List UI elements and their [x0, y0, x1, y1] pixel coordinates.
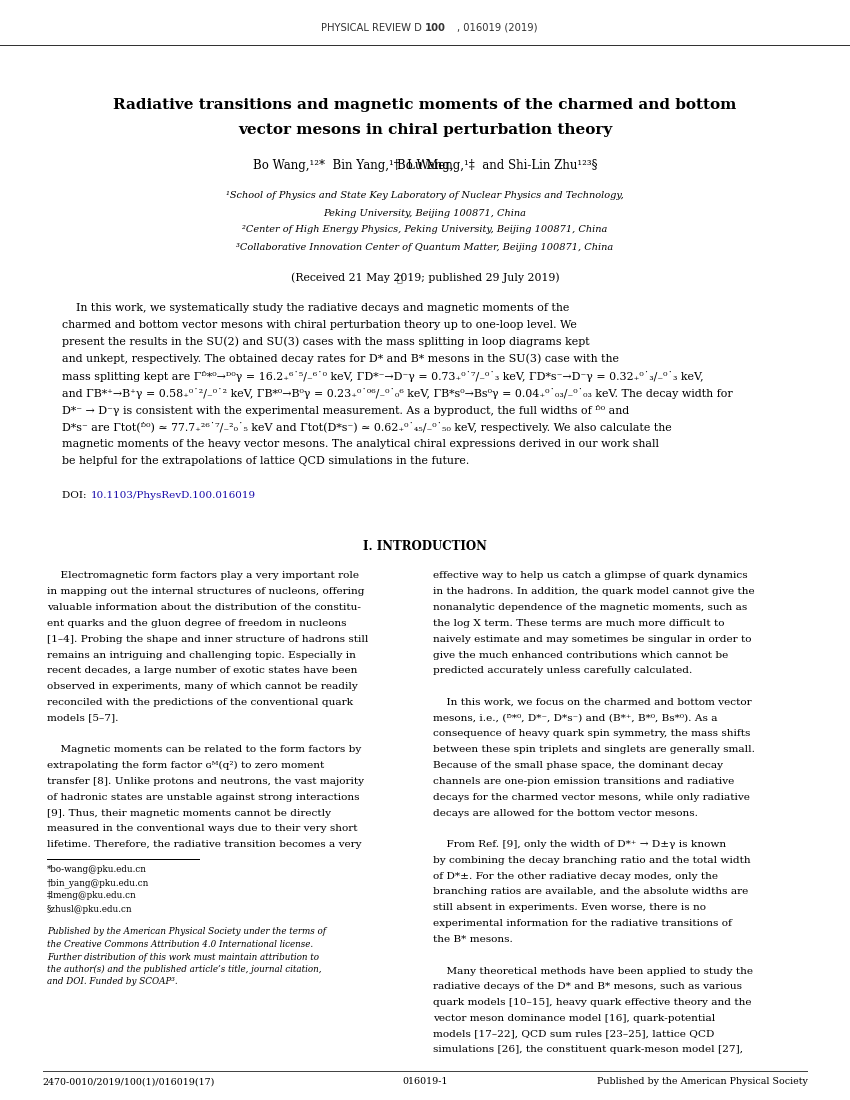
- Text: models [5–7].: models [5–7].: [47, 714, 118, 723]
- Text: vector mesons in chiral perturbation theory: vector mesons in chiral perturbation the…: [238, 123, 612, 138]
- Text: Because of the small phase space, the dominant decay: Because of the small phase space, the do…: [433, 761, 723, 770]
- Text: give the much enhanced contributions which cannot be: give the much enhanced contributions whi…: [433, 650, 728, 660]
- Text: radiative decays of the D* and B* mesons, such as various: radiative decays of the D* and B* mesons…: [433, 982, 742, 991]
- Text: valuable information about the distribution of the constitu-: valuable information about the distribut…: [47, 603, 361, 612]
- Text: transfer [8]. Unlike protons and neutrons, the vast majority: transfer [8]. Unlike protons and neutron…: [47, 777, 364, 785]
- Text: Many theoretical methods have been applied to study the: Many theoretical methods have been appli…: [433, 967, 753, 976]
- Text: Radiative transitions and magnetic moments of the charmed and bottom: Radiative transitions and magnetic momen…: [113, 98, 737, 112]
- Text: vector meson dominance model [16], quark-potential: vector meson dominance model [16], quark…: [433, 1014, 715, 1023]
- Text: the Creative Commons Attribution 4.0 International license.: the Creative Commons Attribution 4.0 Int…: [47, 940, 313, 949]
- Text: between these spin triplets and singlets are generally small.: between these spin triplets and singlets…: [433, 746, 755, 755]
- Text: recent decades, a large number of exotic states have been: recent decades, a large number of exotic…: [47, 667, 357, 675]
- Text: charmed and bottom vector mesons with chiral perturbation theory up to one-loop : charmed and bottom vector mesons with ch…: [62, 320, 577, 330]
- Text: naively estimate and may sometimes be singular in order to: naively estimate and may sometimes be si…: [433, 635, 751, 643]
- Text: reconciled with the predictions of the conventional quark: reconciled with the predictions of the c…: [47, 697, 353, 707]
- Text: in mapping out the internal structures of nucleons, offering: in mapping out the internal structures o…: [47, 587, 365, 596]
- Text: models [17–22], QCD sum rules [23–25], lattice QCD: models [17–22], QCD sum rules [23–25], l…: [433, 1030, 714, 1038]
- Text: *bo-wang@pku.edu.cn: *bo-wang@pku.edu.cn: [47, 866, 147, 874]
- Text: ³Collaborative Innovation Center of Quantum Matter, Beijing 100871, China: ³Collaborative Innovation Center of Quan…: [236, 242, 614, 252]
- Text: 016019-1: 016019-1: [402, 1078, 448, 1087]
- Text: and DOI. Funded by SCOAP³.: and DOI. Funded by SCOAP³.: [47, 978, 178, 987]
- Text: the B* mesons.: the B* mesons.: [433, 935, 513, 944]
- Text: D*⁻ → D⁻γ is consistent with the experimental measurement. As a byproduct, the f: D*⁻ → D⁻γ is consistent with the experim…: [62, 405, 629, 416]
- Text: present the results in the SU(2) and SU(3) cases with the mass splitting in loop: present the results in the SU(2) and SU(…: [62, 337, 590, 348]
- Text: (Received 21 May 2019; published 29 July 2019): (Received 21 May 2019; published 29 July…: [291, 273, 559, 284]
- Text: [1–4]. Probing the shape and inner structure of hadrons still: [1–4]. Probing the shape and inner struc…: [47, 635, 368, 643]
- Text: effective way to help us catch a glimpse of quark dynamics: effective way to help us catch a glimpse…: [433, 572, 748, 581]
- Text: of D*±. For the other radiative decay modes, only the: of D*±. For the other radiative decay mo…: [433, 871, 718, 881]
- Text: experimental information for the radiative transitions of: experimental information for the radiati…: [433, 920, 732, 928]
- Text: ‡lmeng@pku.edu.cn: ‡lmeng@pku.edu.cn: [47, 891, 137, 901]
- Text: nonanalytic dependence of the magnetic moments, such as: nonanalytic dependence of the magnetic m…: [433, 603, 747, 612]
- Text: in the hadrons. In addition, the quark model cannot give the: in the hadrons. In addition, the quark m…: [433, 587, 755, 596]
- Text: Published by the American Physical Society: Published by the American Physical Socie…: [597, 1078, 808, 1087]
- Text: I. INTRODUCTION: I. INTRODUCTION: [363, 539, 487, 552]
- Text: ²Center of High Energy Physics, Peking University, Beijing 100871, China: ²Center of High Energy Physics, Peking U…: [242, 226, 608, 234]
- Text: predicted accurately unless carefully calculated.: predicted accurately unless carefully ca…: [433, 667, 693, 675]
- Text: Bo Wang,¹²*  Bin Yang,¹†  Lu Meng,¹‡  and Shi-Lin Zhu¹²³§: Bo Wang,¹²* Bin Yang,¹† Lu Meng,¹‡ and S…: [252, 158, 598, 172]
- Text: †bin_yang@pku.edu.cn: †bin_yang@pku.edu.cn: [47, 878, 150, 888]
- Text: simulations [26], the constituent quark-meson model [27],: simulations [26], the constituent quark-…: [433, 1045, 743, 1055]
- Text: the log X term. These terms are much more difficult to: the log X term. These terms are much mor…: [433, 619, 724, 628]
- Text: , 016019 (2019): , 016019 (2019): [457, 23, 538, 33]
- Text: the author(s) and the published article’s title, journal citation,: the author(s) and the published article’…: [47, 965, 321, 975]
- Text: mesons, i.e., (ᴰ̇*⁰, D*⁻, D*s⁻) and (B*⁺, B*⁰, Bs*⁰). As a: mesons, i.e., (ᴰ̇*⁰, D*⁻, D*s⁻) and (B*⁺…: [433, 714, 717, 723]
- Text: Electromagnetic form factors play a very important role: Electromagnetic form factors play a very…: [47, 572, 359, 581]
- Text: channels are one-pion emission transitions and radiative: channels are one-pion emission transitio…: [433, 777, 734, 785]
- Text: still absent in experiments. Even worse, there is no: still absent in experiments. Even worse,…: [433, 903, 706, 912]
- Text: magnetic moments of the heavy vector mesons. The analytical chiral expressions d: magnetic moments of the heavy vector mes…: [62, 439, 659, 449]
- Text: 100: 100: [425, 23, 446, 33]
- Text: In this work, we focus on the charmed and bottom vector: In this work, we focus on the charmed an…: [433, 697, 751, 707]
- Text: Published by the American Physical Society under the terms of: Published by the American Physical Socie…: [47, 927, 326, 936]
- Text: From Ref. [9], only the width of D*⁺ → D±γ is known: From Ref. [9], only the width of D*⁺ → D…: [433, 840, 726, 849]
- Text: by combining the decay branching ratio and the total width: by combining the decay branching ratio a…: [433, 856, 751, 865]
- Text: Peking University, Beijing 100871, China: Peking University, Beijing 100871, China: [324, 209, 526, 218]
- Text: be helpful for the extrapolations of lattice QCD simulations in the future.: be helpful for the extrapolations of lat…: [62, 456, 469, 466]
- Text: mass splitting kept are Γᴰ̇*⁰→ᴰ⁰γ = 16.2₊⁶˙⁵/₋⁶˙⁰ keV, ΓD*⁻→D⁻γ = 0.73₊⁰˙⁷/₋⁰˙₃ : mass splitting kept are Γᴰ̇*⁰→ᴰ⁰γ = 16.2…: [62, 371, 704, 382]
- Text: branching ratios are available, and the absolute widths are: branching ratios are available, and the …: [433, 888, 748, 896]
- Text: extrapolating the form factor ɢᴹ(q²) to zero moment: extrapolating the form factor ɢᴹ(q²) to …: [47, 761, 324, 770]
- Text: and ΓB*⁺→B⁺γ = 0.58₊⁰˙²/₋⁰˙² keV, ΓB*⁰→B⁰γ = 0.23₊⁰˙⁰⁶/₋⁰˙₀⁶ keV, ΓB*s⁰→Bs⁰γ = 0: and ΓB*⁺→B⁺γ = 0.58₊⁰˙²/₋⁰˙² keV, ΓB*⁰→B…: [62, 387, 733, 398]
- Text: 🔓: 🔓: [397, 273, 402, 283]
- Text: Magnetic moments can be related to the form factors by: Magnetic moments can be related to the f…: [47, 746, 361, 755]
- Text: of hadronic states are unstable against strong interactions: of hadronic states are unstable against …: [47, 793, 360, 802]
- Text: observed in experiments, many of which cannot be readily: observed in experiments, many of which c…: [47, 682, 358, 691]
- Text: ¹School of Physics and State Key Laboratory of Nuclear Physics and Technology,: ¹School of Physics and State Key Laborat…: [226, 190, 624, 199]
- Text: §zhusl@pku.edu.cn: §zhusl@pku.edu.cn: [47, 904, 133, 913]
- Text: [9]. Thus, their magnetic moments cannot be directly: [9]. Thus, their magnetic moments cannot…: [47, 808, 331, 817]
- Text: Bo Wang,: Bo Wang,: [397, 158, 453, 172]
- Text: measured in the conventional ways due to their very short: measured in the conventional ways due to…: [47, 824, 358, 834]
- Text: DOI:: DOI:: [62, 492, 90, 500]
- Text: lifetime. Therefore, the radiative transition becomes a very: lifetime. Therefore, the radiative trans…: [47, 840, 361, 849]
- Text: decays for the charmed vector mesons, while only radiative: decays for the charmed vector mesons, wh…: [433, 793, 750, 802]
- Text: 2470-0010/2019/100(1)/016019(17): 2470-0010/2019/100(1)/016019(17): [42, 1078, 215, 1087]
- Text: D*s⁻ are Γtot(ᴰ̇⁰) ≃ 77.7₊²⁶˙⁷/₋²₀˙₅ keV and Γtot(D*s⁻) ≃ 0.62₊⁰˙₄₅/₋⁰˙₅₀ keV, r: D*s⁻ are Γtot(ᴰ̇⁰) ≃ 77.7₊²⁶˙⁷/₋²₀˙₅ keV…: [62, 421, 672, 432]
- Text: 10.1103/PhysRevD.100.016019: 10.1103/PhysRevD.100.016019: [91, 492, 256, 500]
- Text: quark models [10–15], heavy quark effective theory and the: quark models [10–15], heavy quark effect…: [433, 998, 751, 1008]
- Text: ent quarks and the gluon degree of freedom in nucleons: ent quarks and the gluon degree of freed…: [47, 619, 347, 628]
- Text: PHYSICAL REVIEW D: PHYSICAL REVIEW D: [321, 23, 425, 33]
- Text: and unkept, respectively. The obtained decay rates for D* and B* mesons in the S: and unkept, respectively. The obtained d…: [62, 354, 619, 364]
- Text: Further distribution of this work must maintain attribution to: Further distribution of this work must m…: [47, 953, 319, 961]
- Text: In this work, we systematically study the radiative decays and magnetic moments : In this work, we systematically study th…: [62, 302, 570, 313]
- Text: decays are allowed for the bottom vector mesons.: decays are allowed for the bottom vector…: [433, 808, 698, 817]
- Text: remains an intriguing and challenging topic. Especially in: remains an intriguing and challenging to…: [47, 650, 356, 660]
- Text: consequence of heavy quark spin symmetry, the mass shifts: consequence of heavy quark spin symmetry…: [433, 729, 751, 738]
